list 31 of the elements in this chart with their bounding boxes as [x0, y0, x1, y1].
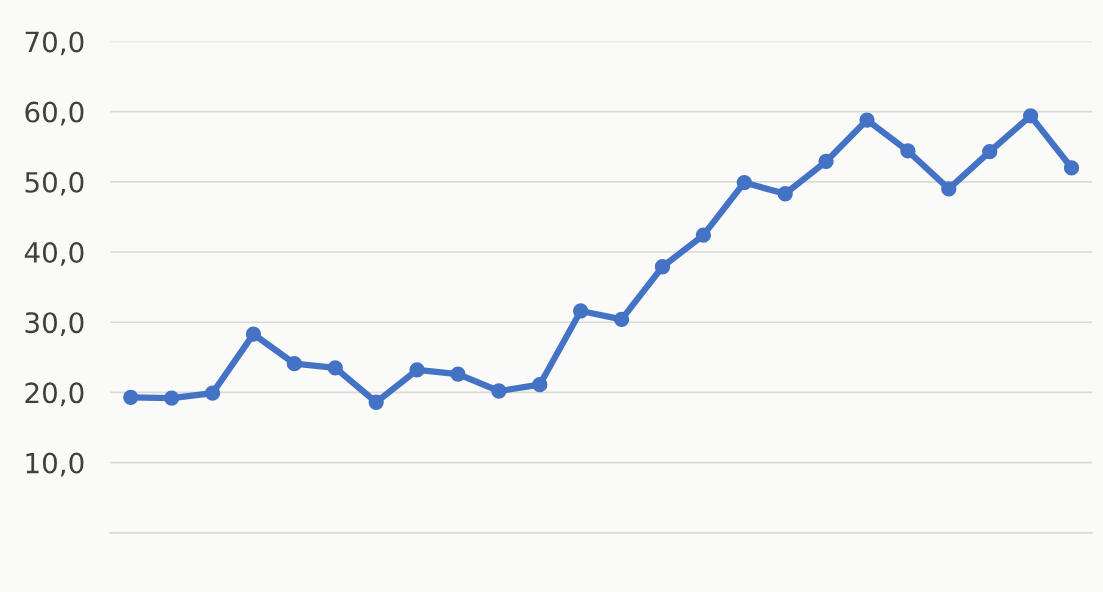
- point: [368, 394, 384, 410]
- point: [1022, 108, 1039, 124]
- point: [409, 362, 425, 378]
- point: [859, 112, 875, 128]
- point: [777, 186, 793, 202]
- point: [491, 383, 507, 399]
- point: [695, 227, 712, 243]
- y-tick-label: 20,0: [25, 382, 84, 407]
- point: [982, 144, 998, 160]
- point: [532, 377, 548, 393]
- point: [245, 326, 262, 342]
- point: [900, 143, 916, 159]
- y-tick-label: 50,0: [25, 171, 84, 196]
- point: [123, 389, 139, 405]
- y-tick-label: 10,0: [26, 452, 84, 477]
- point: [327, 360, 343, 376]
- y-tick-label: 70,0: [25, 31, 84, 56]
- point: [613, 311, 630, 328]
- point: [204, 385, 221, 401]
- point: [941, 181, 957, 197]
- y-tick-label: 40,0: [24, 241, 84, 266]
- point: [573, 303, 589, 319]
- point: [1063, 160, 1080, 176]
- point: [818, 153, 834, 170]
- point: [736, 174, 752, 191]
- point: [654, 259, 671, 275]
- point: [450, 366, 466, 382]
- y-tick-label: 30,0: [25, 312, 84, 336]
- y-tick-label: 60,0: [25, 101, 84, 126]
- point: [286, 355, 303, 372]
- point: [164, 390, 180, 406]
